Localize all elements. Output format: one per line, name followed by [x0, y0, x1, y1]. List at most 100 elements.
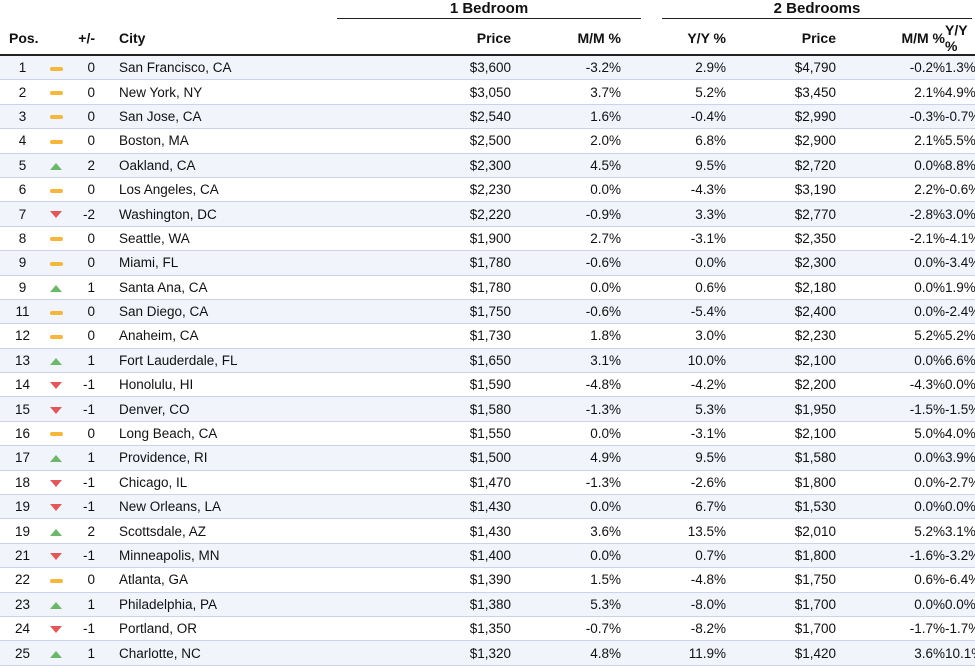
cell-price-2br: $3,190	[726, 177, 836, 203]
group-header-1-bedroom: 1 Bedroom	[337, 0, 641, 19]
cell-yy-1br: -2.6%	[621, 470, 726, 496]
table-row: 6 0 Los Angeles, CA $2,230 0.0% -4.3% $3,190 2.…	[0, 177, 975, 203]
cell-city: Boston, MA	[95, 128, 335, 154]
cell-price-2br: $1,750	[726, 567, 836, 593]
cell-price-1br: $1,320	[335, 640, 511, 666]
cell-yy-1br: 2.9%	[621, 55, 726, 81]
cell-mm-1br: -0.9%	[511, 201, 621, 227]
cell-mm-2br: 2.1%	[836, 128, 945, 154]
cell-city: Atlanta, GA	[95, 567, 335, 593]
cell-yy-2br: -4.1%	[945, 226, 975, 252]
table-row: 13 1 Fort Lauderdale, FL $1,650 3.1% 10.0% $2,…	[0, 348, 975, 374]
col-header-city: City	[95, 22, 335, 56]
cell-yy-2br: -0.7%	[945, 104, 975, 130]
cell-pos: 2	[0, 79, 45, 105]
cell-mm-2br: 0.0%	[836, 348, 945, 374]
cell-price-2br: $1,800	[726, 543, 836, 569]
cell-pos: 11	[0, 299, 45, 325]
cell-pos: 3	[0, 104, 45, 130]
cell-yy-1br: 0.7%	[621, 543, 726, 569]
cell-yy-2br: -1.7%	[945, 616, 975, 642]
cell-price-2br: $1,530	[726, 494, 836, 520]
cell-yy-2br: -0.6%	[945, 177, 975, 203]
cell-mm-2br: 0.0%	[836, 250, 945, 276]
cell-change: 0	[67, 567, 95, 593]
cell-city: Oakland, CA	[95, 153, 335, 178]
cell-price-1br: $1,900	[335, 226, 511, 252]
cell-price-2br: $2,770	[726, 201, 836, 227]
cell-yy-2br: 3.1%	[945, 518, 975, 544]
cell-city: Washington, DC	[95, 201, 335, 227]
cell-price-1br: $1,500	[335, 445, 511, 471]
cell-yy-1br: 3.0%	[621, 323, 726, 349]
cell-mm-1br: 0.0%	[511, 177, 621, 203]
cell-price-2br: $1,800	[726, 470, 836, 496]
cell-price-1br: $1,430	[335, 494, 511, 520]
cell-change: 2	[67, 153, 95, 178]
cell-change: -1	[67, 396, 95, 422]
cell-pos: 19	[0, 494, 45, 520]
cell-price-2br: $2,300	[726, 250, 836, 276]
cell-price-1br: $3,050	[335, 79, 511, 105]
cell-mm-2br: 2.1%	[836, 79, 945, 105]
cell-yy-1br: 3.3%	[621, 201, 726, 227]
cell-pos: 23	[0, 592, 45, 617]
cell-price-2br: $1,700	[726, 592, 836, 617]
rank-up-icon	[50, 650, 62, 658]
cell-yy-2br: -3.4%	[945, 250, 975, 276]
cell-change: 1	[67, 348, 95, 374]
cell-yy-1br: 11.9%	[621, 640, 726, 666]
cell-mm-1br: 4.8%	[511, 640, 621, 666]
cell-yy-1br: -4.3%	[621, 177, 726, 203]
table-row: 8 0 Seattle, WA $1,900 2.7% -3.1% $2,350 -2.1% -…	[0, 226, 975, 252]
cell-change: 0	[67, 128, 95, 154]
rank-unchanged-icon	[49, 261, 63, 266]
cell-price-1br: $1,730	[335, 323, 511, 349]
rank-unchanged-icon	[49, 91, 63, 96]
col-header-pos: Pos.	[0, 22, 45, 56]
cell-change: 1	[67, 592, 95, 617]
cell-mm-2br: -0.3%	[836, 104, 945, 130]
cell-pos: 18	[0, 470, 45, 496]
rank-up-icon	[50, 284, 62, 292]
cell-price-2br: $2,900	[726, 128, 836, 154]
cell-mm-1br: 4.5%	[511, 153, 621, 178]
cell-price-1br: $3,600	[335, 55, 511, 81]
cell-mm-1br: 1.5%	[511, 567, 621, 593]
table-row: 23 1 Philadelphia, PA $1,380 5.3% -8.0% $1,700…	[0, 592, 975, 617]
cell-change: -1	[67, 372, 95, 398]
cell-city: Honolulu, HI	[95, 372, 335, 398]
cell-yy-2br: 5.5%	[945, 128, 975, 154]
cell-yy-1br: 0.0%	[621, 250, 726, 276]
rank-unchanged-icon	[49, 334, 63, 339]
cell-yy-1br: -0.4%	[621, 104, 726, 130]
table-row: 18 -1 Chicago, IL $1,470 -1.3% -2.6% $1,800 0.0…	[0, 470, 975, 496]
cell-price-2br: $2,100	[726, 348, 836, 374]
cell-yy-1br: 10.0%	[621, 348, 726, 374]
cell-change: 0	[67, 323, 95, 349]
cell-mm-2br: -2.1%	[836, 226, 945, 252]
cell-price-1br: $1,580	[335, 396, 511, 422]
cell-price-2br: $2,200	[726, 372, 836, 398]
cell-mm-2br: -0.2%	[836, 55, 945, 81]
cell-mm-2br: -2.8%	[836, 201, 945, 227]
cell-mm-1br: -1.3%	[511, 470, 621, 496]
cell-yy-1br: 9.5%	[621, 445, 726, 471]
cell-pos: 22	[0, 567, 45, 593]
rank-unchanged-icon	[49, 139, 63, 144]
cell-pos: 17	[0, 445, 45, 471]
cell-yy-1br: 9.5%	[621, 153, 726, 178]
cell-price-1br: $2,540	[335, 104, 511, 130]
cell-price-1br: $2,300	[335, 153, 511, 178]
table-row: 12 0 Anaheim, CA $1,730 1.8% 3.0% $2,230 5.2% 5.…	[0, 323, 975, 349]
table-row: 21 -1 Minneapolis, MN $1,400 0.0% 0.7% $1,800-…	[0, 543, 975, 569]
table-row: 2 0 New York, NY $3,050 3.7% 5.2% $3,450 2.1% 4.…	[0, 79, 975, 105]
cell-city: Providence, RI	[95, 445, 335, 471]
cell-mm-2br: 0.0%	[836, 275, 945, 300]
col-header-price-1br: Price	[335, 22, 511, 56]
table-row: 17 1 Providence, RI $1,500 4.9% 9.5% $1,580 0.0…	[0, 445, 975, 471]
cell-city: Scottsdale, AZ	[95, 518, 335, 544]
table-row: 16 0 Long Beach, CA $1,550 0.0% -3.1% $2,100 5.…	[0, 421, 975, 447]
cell-pos: 16	[0, 421, 45, 447]
cell-city: Long Beach, CA	[95, 421, 335, 447]
